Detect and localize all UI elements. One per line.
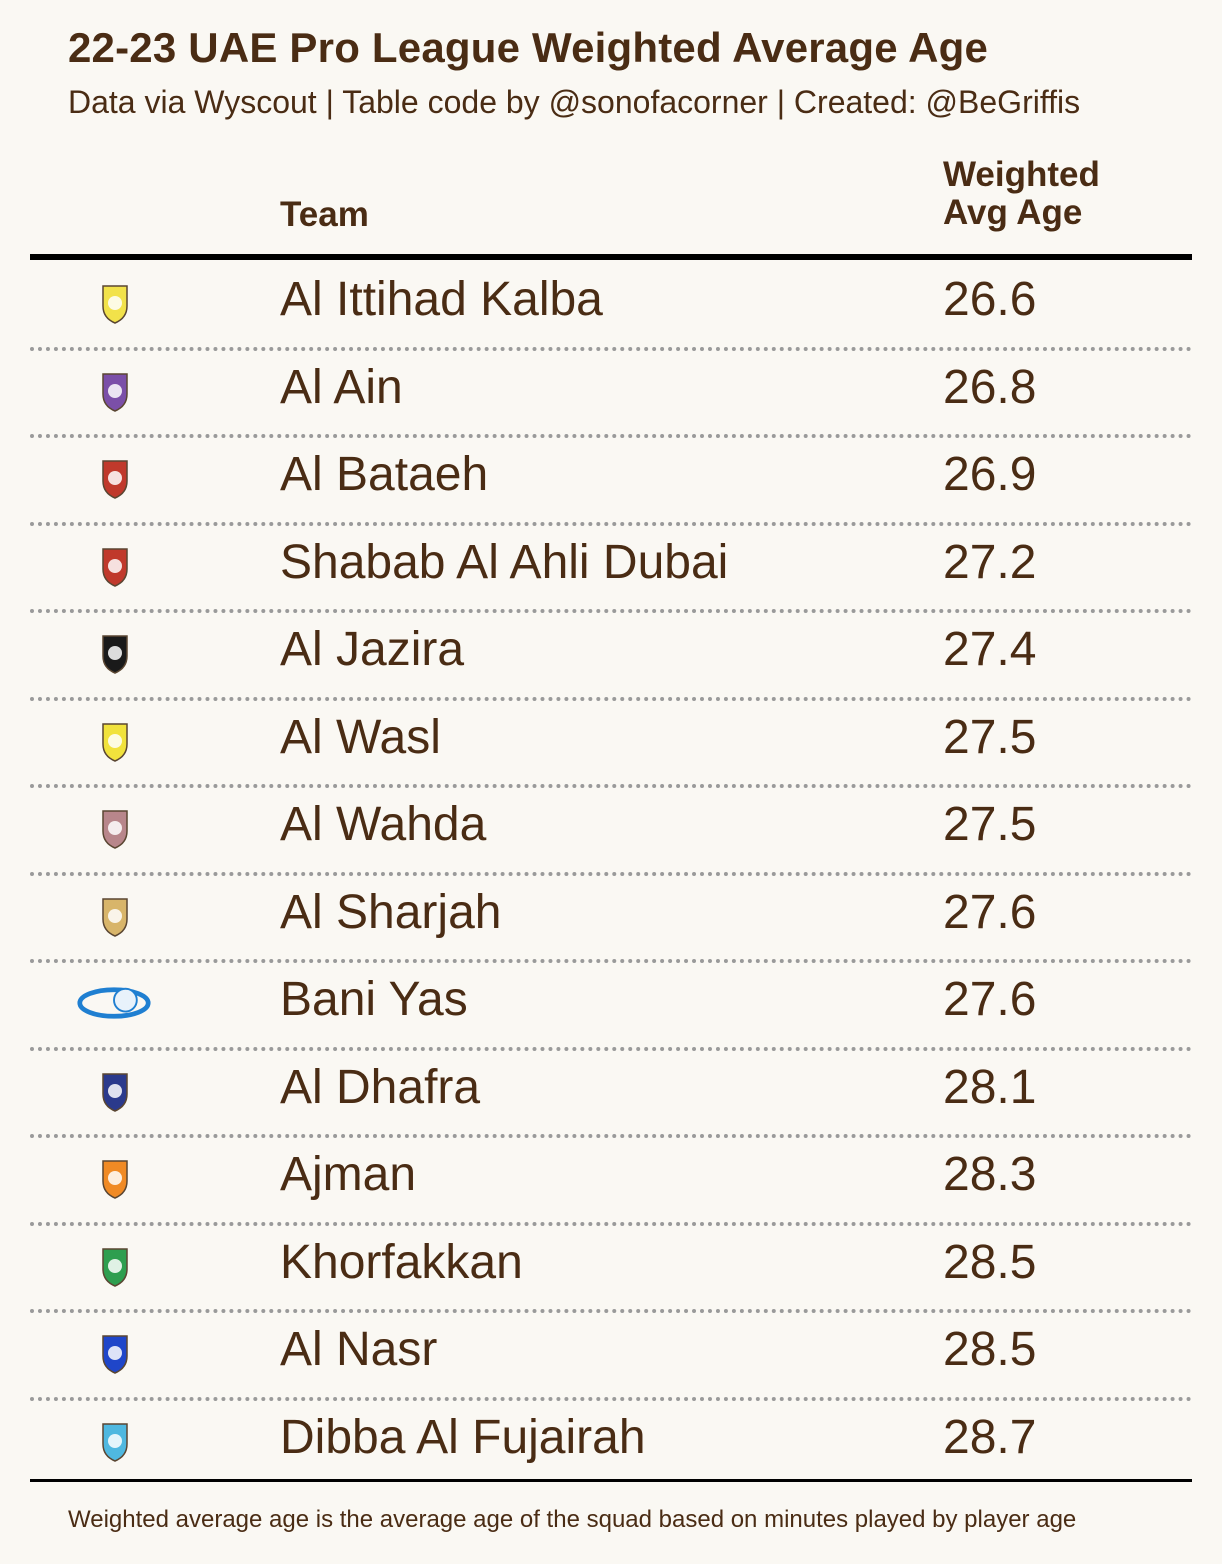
- weighted-avg-age-value: 27.2: [943, 535, 1037, 589]
- table-body: Al Ittihad Kalba 26.6 Al Ain 26.8 Al Bataeh 2…: [30, 260, 1192, 1485]
- row-divider: [30, 609, 1192, 613]
- table-row: Al Wahda 27.5: [30, 785, 1192, 876]
- table-row: Al Bataeh 26.9: [30, 435, 1192, 526]
- weighted-avg-age-value: 28.1: [943, 1060, 1037, 1114]
- team-name: Dibba Al Fujairah: [280, 1410, 646, 1464]
- table-row: Dibba Al Fujairah 28.7: [30, 1398, 1192, 1486]
- weighted-avg-age-value: 28.5: [943, 1235, 1037, 1289]
- weighted-avg-age-value: 27.6: [943, 973, 1037, 1026]
- weighted-avg-age-value: 26.8: [943, 360, 1037, 414]
- table-row: Bani Yas 27.6: [30, 960, 1192, 1051]
- khorfakkan-crest-icon: [102, 1247, 128, 1287]
- row-divider: [30, 521, 1192, 526]
- footer-rule: [30, 1479, 1192, 1482]
- kalba-crest-icon: [102, 285, 128, 324]
- weighted-avg-age-value: 26.9: [943, 448, 1037, 501]
- header-rule: [30, 254, 1192, 260]
- table-row: Al Wasl 27.5: [30, 698, 1192, 788]
- table-row: Khorfakkan 28.5: [30, 1223, 1192, 1313]
- team-name: Al Ittihad Kalba: [280, 273, 603, 326]
- table-row: Al Ittihad Kalba 26.6: [30, 260, 1192, 351]
- row-divider: [30, 784, 1192, 788]
- table-row: Ajman 28.3: [30, 1135, 1192, 1226]
- column-header-age-line1: Weighted: [943, 155, 1100, 194]
- weighted-avg-age-value: 28.5: [943, 1323, 1037, 1376]
- team-name: Bani Yas: [280, 973, 468, 1026]
- table-row: Al Ain 26.8: [30, 348, 1192, 438]
- footnote: Weighted average age is the average age …: [68, 1506, 1077, 1533]
- al-ain-crest-icon: [102, 372, 128, 412]
- weighted-avg-age-value: 27.4: [943, 623, 1037, 676]
- chart-subtitle: Data via Wyscout | Table code by @sonofa…: [68, 84, 1081, 120]
- team-name: Al Bataeh: [280, 448, 489, 501]
- row-divider: [30, 346, 1192, 351]
- ajman-crest-icon: [102, 1160, 128, 1199]
- weighted-avg-age-value: 28.3: [943, 1148, 1037, 1201]
- weighted-avg-age-value: 28.7: [943, 1410, 1037, 1464]
- shabab-al-ahli-crest-icon: [102, 547, 128, 587]
- wahda-crest-icon: [102, 810, 128, 849]
- sharjah-crest-icon: [102, 897, 128, 937]
- row-divider: [30, 959, 1192, 963]
- weighted-avg-age-value: 27.6: [943, 885, 1037, 939]
- row-divider: [30, 1221, 1192, 1226]
- weighted-avg-age-value: 27.5: [943, 798, 1037, 851]
- row-divider: [30, 1046, 1192, 1051]
- column-header-team: Team: [280, 195, 369, 234]
- wasl-crest-icon: [102, 722, 128, 762]
- dibba-crest-icon: [102, 1422, 128, 1462]
- team-name: Al Nasr: [280, 1323, 438, 1376]
- team-name: Al Wasl: [280, 710, 441, 764]
- team-name: Al Ain: [280, 360, 403, 414]
- column-header-age: Weighted Avg Age: [943, 156, 1163, 232]
- dhafra-crest-icon: [102, 1072, 128, 1112]
- team-name: Al Sharjah: [280, 885, 502, 939]
- team-name: Al Wahda: [280, 798, 487, 851]
- table-row: Al Nasr 28.5: [30, 1310, 1192, 1401]
- bani-yas-crest-icon: [77, 987, 151, 1019]
- table-row: Al Jazira 27.4: [30, 610, 1192, 701]
- row-divider: [30, 1309, 1192, 1313]
- team-name: Al Dhafra: [280, 1060, 481, 1114]
- weighted-avg-age-value: 27.5: [943, 710, 1037, 764]
- row-divider: [30, 696, 1192, 701]
- table-row: Al Dhafra 28.1: [30, 1048, 1192, 1138]
- nasr-crest-icon: [102, 1335, 128, 1374]
- chart-title: 22-23 UAE Pro League Weighted Average Ag…: [68, 24, 989, 71]
- team-name: Al Jazira: [280, 623, 465, 676]
- bataeh-crest-icon: [102, 460, 128, 499]
- row-divider: [30, 1396, 1192, 1401]
- jazira-crest-icon: [102, 635, 128, 674]
- table-row: Shabab Al Ahli Dubai 27.2: [30, 523, 1192, 613]
- column-header-age-line2: Avg Age: [943, 193, 1083, 232]
- weighted-avg-age-value: 26.6: [943, 273, 1037, 326]
- team-name: Shabab Al Ahli Dubai: [280, 535, 729, 589]
- team-name: Khorfakkan: [280, 1235, 523, 1289]
- row-divider: [30, 1134, 1192, 1138]
- team-name: Ajman: [280, 1148, 417, 1201]
- row-divider: [30, 434, 1192, 438]
- row-divider: [30, 871, 1192, 876]
- table-row: Al Sharjah 27.6: [30, 873, 1192, 963]
